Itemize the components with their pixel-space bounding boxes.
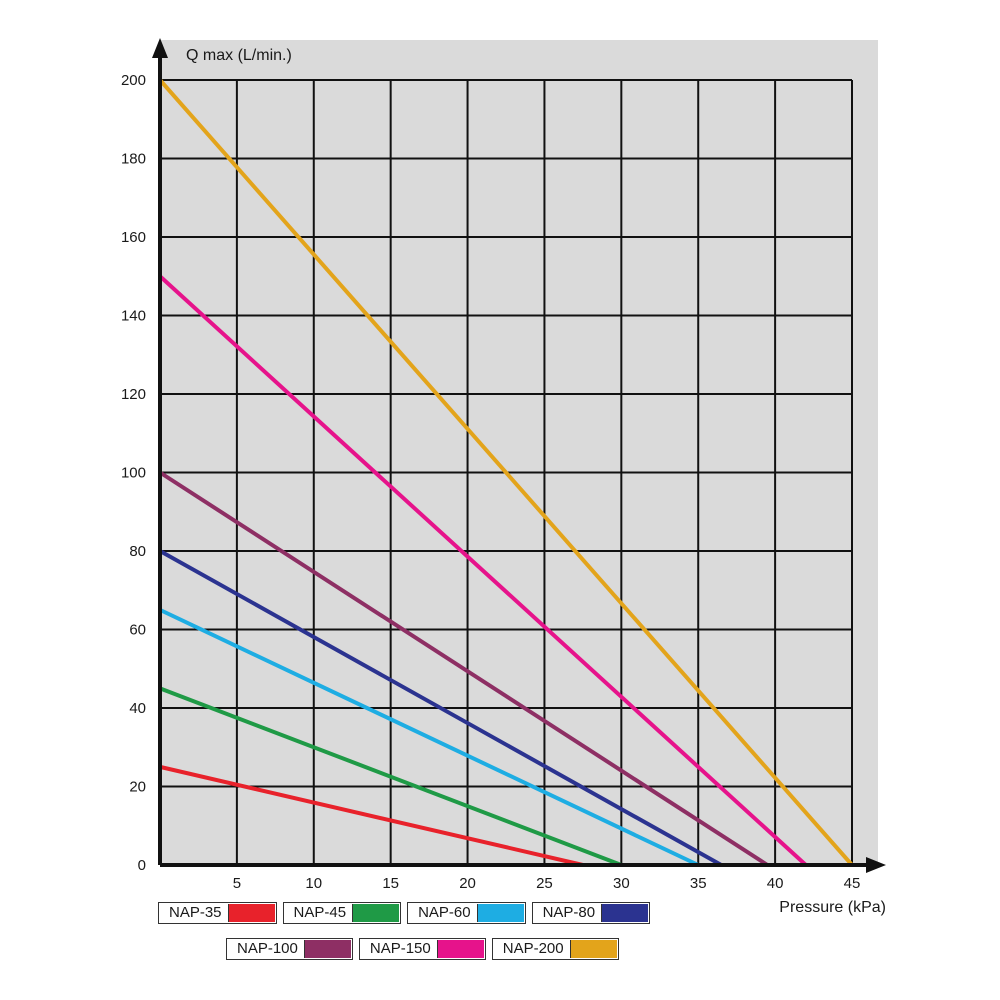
legend-label: NAP-150 bbox=[369, 940, 431, 957]
y-tick-label: 60 bbox=[129, 622, 146, 639]
x-tick-label: 30 bbox=[613, 875, 630, 892]
legend-item-nap-45: NAP-45 bbox=[282, 902, 402, 924]
y-tick-label: 180 bbox=[121, 151, 146, 168]
legend-label: NAP-35 bbox=[169, 904, 222, 921]
series-line-nap-80 bbox=[159, 549, 723, 867]
y-tick-label: 160 bbox=[121, 229, 146, 246]
y-tick-label: 0 bbox=[138, 857, 146, 874]
legend-item-nap-200: NAP-200 bbox=[491, 938, 619, 960]
x-tick-label: 15 bbox=[382, 875, 399, 892]
legend-label: NAP-60 bbox=[418, 904, 471, 921]
x-tick-label: 20 bbox=[459, 875, 476, 892]
y-tick-label: 20 bbox=[129, 779, 146, 796]
y-tick-label: 100 bbox=[121, 465, 146, 482]
legend-label: NAP-80 bbox=[542, 904, 596, 921]
legend-swatch bbox=[303, 940, 351, 958]
x-tick-label: 35 bbox=[690, 875, 707, 892]
y-tick-label: 140 bbox=[121, 308, 146, 325]
x-tick-label: 40 bbox=[767, 875, 784, 892]
legend-swatch bbox=[436, 940, 484, 958]
x-tick-label: 25 bbox=[536, 875, 553, 892]
series-line-nap-45 bbox=[159, 686, 623, 867]
x-tick-label: 45 bbox=[844, 875, 861, 892]
legend-swatch bbox=[227, 904, 275, 922]
tick-labels: 0 20 40 60 80 100 120 140 160 180 200 5 10 15 20 25 30 35… bbox=[121, 72, 860, 892]
series-line-nap-35 bbox=[159, 764, 584, 867]
legend-item-nap-35: NAP-35 bbox=[158, 902, 277, 924]
legend-label: NAP-200 bbox=[502, 940, 564, 957]
plot-background bbox=[160, 40, 878, 865]
legend-label: NAP-100 bbox=[237, 940, 298, 957]
legend-item-nap-60: NAP-60 bbox=[407, 902, 526, 924]
legend-swatch bbox=[569, 940, 617, 958]
y-tick-label: 120 bbox=[121, 386, 146, 403]
legend-swatch bbox=[352, 904, 400, 922]
y-tick-label: 200 bbox=[121, 72, 146, 89]
legend-item-nap-150: NAP-150 bbox=[358, 938, 486, 960]
grid bbox=[160, 79, 853, 866]
x-axis-label: Pressure (kPa) bbox=[779, 899, 886, 916]
series-line-nap-200 bbox=[158, 78, 854, 867]
legend-item-nap-100: NAP-100 bbox=[226, 938, 353, 960]
axes bbox=[152, 38, 886, 873]
series-line-nap-60 bbox=[159, 608, 700, 867]
series-lines bbox=[158, 78, 854, 867]
legend-label: NAP-45 bbox=[293, 904, 347, 921]
y-tick-label: 40 bbox=[129, 700, 146, 717]
x-axis-arrow bbox=[866, 857, 886, 873]
y-axis-arrow bbox=[152, 38, 168, 58]
y-axis-label: Q max (L/min.) bbox=[186, 47, 292, 64]
series-line-nap-150 bbox=[158, 274, 808, 867]
y-tick-label: 80 bbox=[129, 543, 146, 560]
series-line-nap-100 bbox=[158, 470, 769, 867]
x-tick-label: 5 bbox=[233, 875, 241, 892]
x-tick-label: 10 bbox=[305, 875, 322, 892]
legend-swatch bbox=[476, 904, 524, 922]
legend-item-nap-80: NAP-80 bbox=[531, 902, 651, 924]
legend-swatch bbox=[601, 904, 649, 922]
